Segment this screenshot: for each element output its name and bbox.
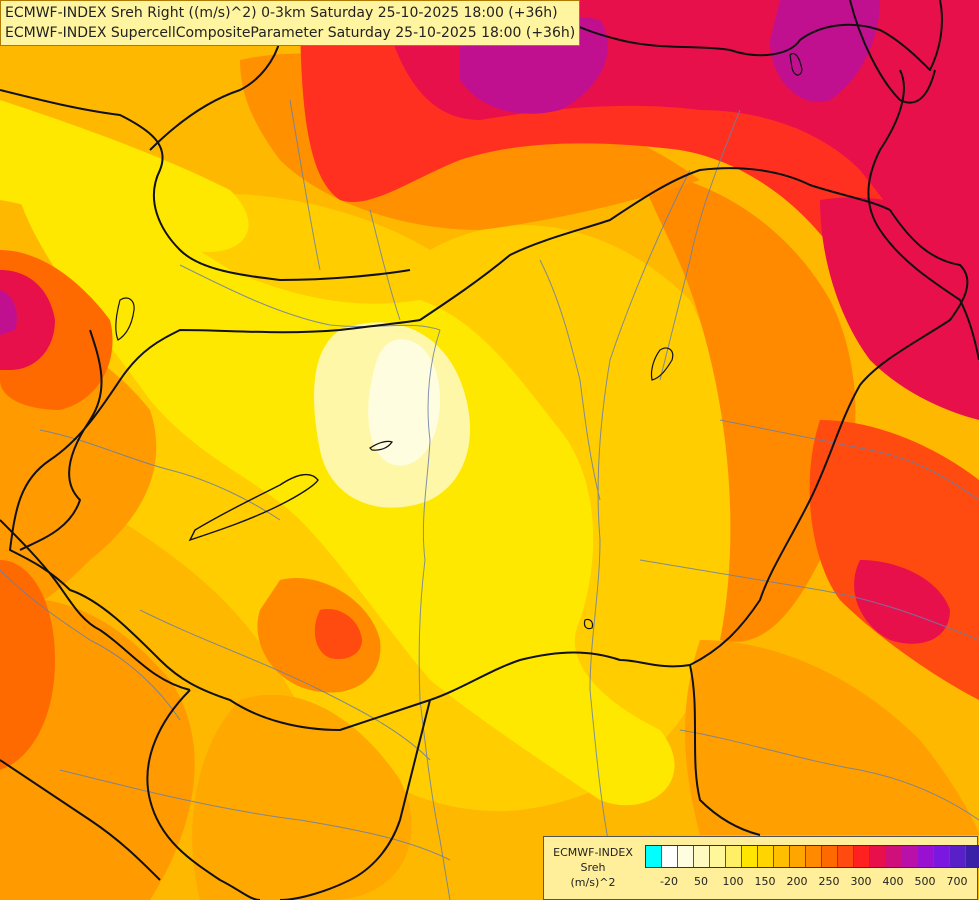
legend-tick-label: 100 <box>722 875 744 888</box>
lake-north-small <box>789 52 803 76</box>
legend-swatch <box>790 846 806 867</box>
lake-velence <box>369 440 393 451</box>
border-far-sw <box>0 759 161 881</box>
border-north-1 <box>0 89 411 281</box>
color-legend: ECMWF-INDEX Sreh (m/s)^2 -20 50 100 150 200 2… <box>543 836 979 900</box>
border-ukraine <box>849 0 936 104</box>
border-hungary <box>9 167 969 731</box>
river-raba <box>39 429 281 521</box>
legend-tick-label: 300 <box>850 875 872 888</box>
field-crimson-northwest <box>0 270 55 370</box>
field-magenta-northwest <box>0 290 17 335</box>
legend-swatch <box>694 846 710 867</box>
legend-tick-label: 400 <box>882 875 904 888</box>
legend-swatch <box>838 846 854 867</box>
map-title-box: ECMWF-INDEX Sreh Right ((m/s)^2) 0-3km S… <box>0 0 581 46</box>
border-west-austria <box>19 329 103 551</box>
lake-tisza <box>650 347 674 381</box>
field-yellow-north <box>0 100 249 252</box>
legend-swatch <box>774 846 790 867</box>
legend-tick-label: 700 <box>946 875 968 888</box>
legend-ticks: -20 50 100 150 200 250 300 400 500 700 <box>645 875 975 891</box>
border-east-outer <box>867 69 979 361</box>
legend-swatch <box>918 846 934 867</box>
rivers <box>0 99 979 900</box>
legend-param: Sreh <box>580 861 606 874</box>
legend-swatches <box>645 845 979 868</box>
river-sava <box>59 769 451 861</box>
lake-balaton <box>188 473 319 542</box>
legend-swatch <box>742 846 758 867</box>
river-hron <box>369 209 401 321</box>
legend-unit: (m/s)^2 <box>570 876 616 889</box>
border-slovenia <box>0 519 191 691</box>
legend-swatch <box>966 846 979 867</box>
river-north-tributary <box>289 99 321 271</box>
legend-swatch <box>822 846 838 867</box>
legend-tick-label: 150 <box>754 875 776 888</box>
border-croatia-south <box>279 699 431 900</box>
legend-tick-label: 200 <box>786 875 808 888</box>
legend-swatch <box>678 846 694 867</box>
border-sw-curve <box>146 689 261 900</box>
field-yellow-lightest <box>368 339 440 466</box>
legend-swatch <box>806 846 822 867</box>
legend-tick-label: 250 <box>818 875 840 888</box>
field-red-southwest-blob <box>314 609 362 660</box>
field-orange-south <box>192 694 412 900</box>
lake-neusiedl <box>115 297 135 341</box>
legend-swatch <box>902 846 918 867</box>
field-orange-east <box>640 170 856 642</box>
legend-tick-label: 50 <box>694 875 708 888</box>
river-mures <box>639 559 979 641</box>
river-lake-outlet <box>539 259 601 501</box>
legend-swatch <box>870 846 886 867</box>
field-orange-southeast <box>685 640 979 835</box>
title-line-scp: ECMWF-INDEX SupercellCompositeParameter … <box>5 25 576 41</box>
river-west-curl <box>0 569 181 721</box>
legend-swatch <box>710 846 726 867</box>
legend-swatch <box>854 846 870 867</box>
field-crimson-east <box>820 197 979 420</box>
legend-swatch <box>662 846 678 867</box>
legend-label: ECMWF-INDEX Sreh (m/s)^2 <box>546 845 640 890</box>
river-drava <box>139 609 431 761</box>
lake-south-small <box>583 618 594 630</box>
field-red-west-edge <box>0 560 55 770</box>
border-serbia-east <box>689 664 761 836</box>
river-east-mid <box>719 419 979 501</box>
river-northeast <box>659 109 741 381</box>
legend-swatch <box>726 846 742 867</box>
border-northeast <box>539 0 943 71</box>
river-danube-north <box>179 264 441 331</box>
field-yellow <box>20 198 675 806</box>
legend-tick-label: 500 <box>914 875 936 888</box>
legend-swatch <box>950 846 966 867</box>
legend-swatch <box>886 846 902 867</box>
river-danube-bend <box>418 329 451 900</box>
legend-swatch <box>934 846 950 867</box>
legend-swatch <box>758 846 774 867</box>
legend-tick-label: -20 <box>660 875 678 888</box>
river-tisza <box>589 169 691 851</box>
title-line-sreh: ECMWF-INDEX Sreh Right ((m/s)^2) 0-3km S… <box>5 5 558 21</box>
legend-swatch <box>646 846 662 867</box>
river-south-east <box>679 729 979 821</box>
field-crimson-southeast <box>854 560 950 644</box>
legend-model: ECMWF-INDEX <box>553 846 633 859</box>
